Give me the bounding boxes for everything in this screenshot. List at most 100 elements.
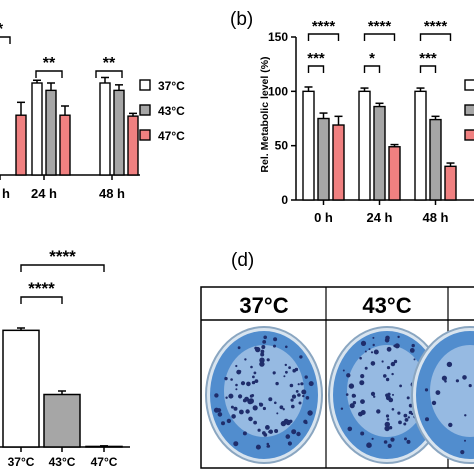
colony-dot bbox=[268, 397, 273, 402]
colony-dot bbox=[240, 381, 246, 386]
colony-dot bbox=[288, 366, 291, 369]
colony-dot bbox=[262, 340, 267, 344]
panel-a-bar bbox=[45, 89, 57, 176]
colony-dot bbox=[368, 348, 371, 351]
panel-b-label: (b) bbox=[230, 9, 253, 30]
panel-c-sig-far-stars: **** bbox=[49, 247, 76, 266]
colony-dot bbox=[370, 391, 376, 396]
colony-dot bbox=[370, 351, 374, 354]
plate-label-37: 37°C bbox=[239, 293, 288, 318]
colony-dot bbox=[360, 374, 365, 379]
colony-dot bbox=[384, 421, 390, 428]
colony-dot bbox=[262, 406, 266, 411]
colony-dot bbox=[251, 380, 256, 385]
colony-dot bbox=[303, 390, 306, 394]
colony-dot bbox=[383, 440, 388, 444]
panel-a-sig-2-stars: ** bbox=[103, 55, 116, 72]
colony-dot bbox=[464, 414, 467, 417]
colony-dot bbox=[257, 428, 261, 432]
colony-dot bbox=[272, 371, 276, 375]
panel-a-bar bbox=[31, 82, 43, 176]
panel-a-sig-0-bracket bbox=[0, 36, 11, 44]
colony-dot bbox=[388, 397, 394, 403]
colony-dot bbox=[262, 431, 266, 435]
colony-dot bbox=[307, 410, 313, 416]
panel-a-tick-label: 24 h bbox=[31, 186, 57, 201]
colony-dot bbox=[255, 444, 261, 450]
colony-dot bbox=[455, 379, 459, 383]
colony-dot bbox=[366, 442, 372, 449]
colony-dot bbox=[386, 366, 391, 370]
colony-dot bbox=[259, 357, 265, 363]
colony-dot bbox=[238, 394, 243, 399]
panel-a-bar bbox=[113, 89, 125, 176]
colony-dot bbox=[372, 336, 375, 339]
colony-dot bbox=[248, 398, 254, 404]
panel-b-sig-mid-bracket bbox=[419, 65, 437, 73]
colony-dot bbox=[391, 408, 395, 411]
colony-dot bbox=[285, 434, 291, 439]
colony-dot bbox=[385, 414, 390, 418]
colony-dot bbox=[372, 343, 375, 347]
colony-dot bbox=[224, 376, 228, 381]
colony-dot bbox=[390, 361, 396, 367]
panel-c-sig-near-stars: **** bbox=[28, 279, 55, 298]
colony-dot bbox=[261, 345, 266, 349]
colony-dot bbox=[297, 383, 300, 386]
colony-dot bbox=[250, 365, 253, 369]
colony-dot bbox=[424, 388, 429, 392]
panel-a-legend-label: 47°C bbox=[158, 129, 185, 143]
panel-a-sig-1-stars: ** bbox=[43, 55, 56, 72]
panel-b-sig-mid-stars: *** bbox=[419, 50, 437, 67]
colony-dot bbox=[403, 413, 408, 418]
colony-dot bbox=[249, 394, 253, 398]
panel-a-sig-0-stars: * bbox=[0, 21, 4, 38]
colony-dot bbox=[404, 437, 407, 441]
panel-b-bar bbox=[317, 117, 330, 201]
colony-dot bbox=[360, 340, 367, 346]
colony-dot bbox=[387, 392, 391, 396]
panel-a-legend-label: 43°C bbox=[158, 104, 185, 118]
colony-dot bbox=[285, 345, 288, 349]
panel-a-tick-label: h bbox=[2, 186, 10, 201]
colony-dot bbox=[393, 359, 398, 364]
panel-a-legend-label: 37°C bbox=[158, 79, 185, 93]
panel-c-bar bbox=[43, 393, 81, 448]
panel-b-sig-top-stars: **** bbox=[424, 18, 448, 35]
colony-dot bbox=[297, 393, 301, 397]
colony-dot bbox=[287, 441, 292, 446]
colony-dot bbox=[349, 403, 355, 409]
colony-dot bbox=[299, 355, 303, 359]
colony-dot bbox=[273, 337, 278, 342]
panel-b-legend-swatch bbox=[464, 129, 474, 141]
colony-dot bbox=[258, 402, 262, 405]
panel-c-sig-near-bracket bbox=[20, 296, 63, 304]
colony-dot bbox=[464, 439, 466, 442]
colony-dot bbox=[244, 358, 247, 361]
panel-c-bar bbox=[2, 329, 40, 448]
colony-dot bbox=[364, 366, 368, 370]
colony-dot bbox=[444, 380, 447, 383]
colony-dot bbox=[245, 409, 250, 414]
colony-dot bbox=[291, 429, 297, 435]
panel-b-legend-swatch bbox=[464, 104, 474, 116]
colony-dot bbox=[214, 393, 219, 398]
colony-dot bbox=[385, 377, 390, 382]
panel-b-sig-top-bracket bbox=[363, 33, 396, 41]
panel-d-plates: (d) 37°C 43°C bbox=[200, 250, 474, 469]
panel-b-bar bbox=[332, 124, 345, 201]
colony-dot bbox=[267, 444, 271, 448]
colony-dot bbox=[266, 442, 270, 446]
colony-dot bbox=[411, 412, 414, 416]
colony-dot bbox=[283, 375, 286, 378]
panel-a-sig-2-bracket bbox=[95, 70, 123, 78]
colony-dot bbox=[468, 384, 472, 388]
panel-b-bar bbox=[358, 90, 371, 201]
colony-dot bbox=[242, 431, 247, 436]
colony-dot bbox=[413, 358, 416, 361]
colony-dot bbox=[290, 398, 294, 402]
colony-dot bbox=[279, 405, 284, 410]
panel-b-x-tick-label: 48 h bbox=[422, 210, 448, 225]
colony-dot bbox=[230, 378, 233, 381]
panel-b-bar bbox=[444, 165, 457, 201]
